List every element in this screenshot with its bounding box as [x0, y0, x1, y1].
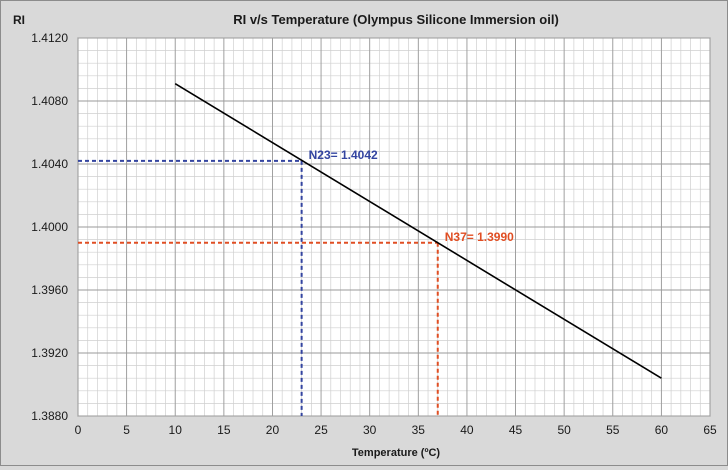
y-tick-label: 1.3960: [31, 283, 68, 297]
chart-title: RI v/s Temperature (Olympus Silicone Imm…: [233, 12, 559, 27]
plot-area: 0 5 10 15 20 25 30 35 40 45 50 55 60 65 1.3880 1.3920 1.…: [31, 31, 717, 437]
x-tick-label: 20: [266, 423, 280, 437]
x-tick-label: 60: [655, 423, 669, 437]
annotation-label-2: N37= 1.3990: [445, 230, 514, 244]
x-tick-label: 25: [314, 423, 328, 437]
y-tick-label: 1.4000: [31, 220, 68, 234]
x-tick-label: 65: [703, 423, 717, 437]
y-tick-label: 1.3880: [31, 409, 68, 423]
series-line: [174, 82, 662, 379]
x-axis-label: Temperature (ºC): [352, 447, 440, 459]
x-tick-label: 45: [509, 423, 523, 437]
y-tick-label: 1.4080: [31, 94, 68, 108]
x-tick-label: 50: [557, 423, 571, 437]
x-tick-label: 15: [217, 423, 231, 437]
x-tick-label: 30: [363, 423, 377, 437]
y-axis-label: RI: [13, 13, 25, 27]
x-tick-label: 10: [169, 423, 183, 437]
x-tick-label: 5: [123, 423, 130, 437]
x-tick-label: 55: [606, 423, 620, 437]
y-tick-label: 1.3920: [31, 346, 68, 360]
x-tick-label: 0: [75, 423, 82, 437]
x-tick-label: 40: [460, 423, 474, 437]
annotation-label-1: N23= 1.4042: [309, 148, 378, 162]
y-tick-label: 1.4120: [31, 31, 68, 45]
x-tick-label: 35: [412, 423, 426, 437]
y-tick-label: 1.4040: [31, 157, 68, 171]
